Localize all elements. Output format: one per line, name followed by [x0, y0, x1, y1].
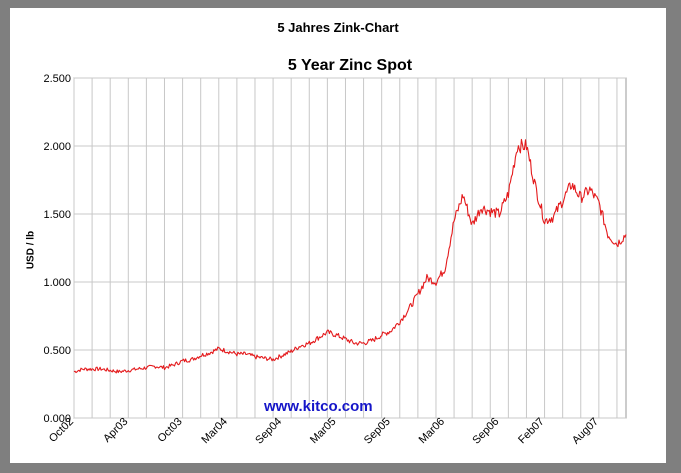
y-tick-label: 2.000: [43, 141, 71, 153]
x-tick-label: Sep05: [362, 416, 393, 447]
page-title: 5 Jahres Zink-Chart: [277, 20, 399, 35]
chart-title: 5 Year Zinc Spot: [287, 57, 413, 74]
y-tick-label: 0.000: [43, 413, 71, 425]
y-tick-label: 2.500: [43, 73, 71, 85]
y-tick-label: 1.500: [43, 209, 71, 221]
y-tick-label: 1.000: [43, 277, 71, 289]
x-tick-label: Sep06: [470, 416, 501, 447]
x-tick-label: Mar06: [417, 416, 448, 447]
x-tick-label: Mar04: [199, 416, 230, 447]
chart-frame: 5 Jahres Zink-Chart 5 Year Zinc Spot USD…: [10, 8, 666, 463]
x-tick-label: Apr03: [101, 416, 130, 445]
x-tick-label: Feb07: [516, 416, 547, 447]
x-tick-label: Aug07: [570, 416, 601, 447]
y-tick-label: 0.500: [43, 345, 71, 357]
x-tick-label: Sep04: [253, 416, 284, 447]
series-line: [73, 138, 627, 374]
watermark: www.kitco.com: [264, 398, 373, 415]
x-tick-label: Mar05: [308, 416, 339, 447]
x-tick-label: Oct03: [155, 416, 184, 445]
